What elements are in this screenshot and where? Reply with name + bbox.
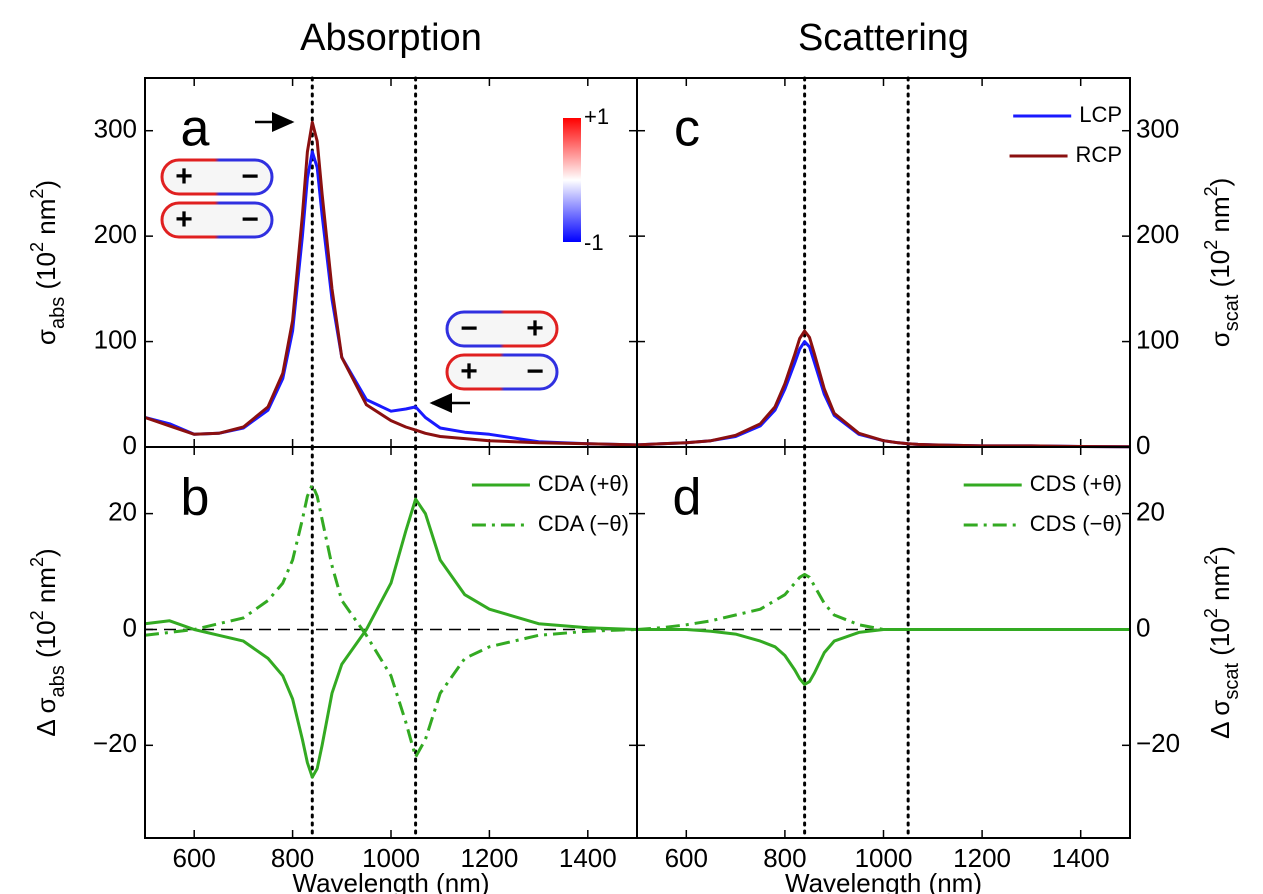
inset-sign: − (241, 203, 259, 236)
y-axis-label-part: (10 (31, 252, 61, 297)
data-line (144, 497, 638, 779)
y-axis-label-part: ) (1205, 178, 1235, 187)
x-tick-label: 1400 (559, 843, 617, 873)
legend-label: LCP (1079, 102, 1122, 127)
x-tick-label: 800 (271, 843, 314, 873)
inset-rod (160, 158, 274, 196)
x-tick-label: 1000 (362, 843, 420, 873)
x-tick-label: 1200 (460, 843, 518, 873)
y-tick-label: 200 (94, 219, 137, 249)
inset-sign: + (460, 355, 478, 388)
x-axis-label: Wavelength (nm) (293, 868, 490, 894)
y-tick-label: 0 (1136, 612, 1150, 642)
y-axis-label-part: 2 (1201, 608, 1221, 618)
panel-title: Absorption (300, 17, 482, 59)
panel-label: a (181, 100, 210, 158)
y-tick-label: 0 (123, 430, 137, 460)
legend-label: CDS (−θ) (1030, 511, 1122, 536)
x-tick-label: 1200 (953, 843, 1011, 873)
panel-label: c (674, 100, 700, 158)
plot-frame (144, 446, 638, 839)
y-axis-label-part: abs (47, 297, 69, 329)
inset-sign: + (175, 203, 193, 236)
y-axis-label: Δ σabs (102 nm2) (27, 548, 70, 736)
x-axis-label: Wavelength (nm) (785, 868, 982, 894)
colorbar-label: +1 (584, 104, 609, 129)
x-tick-label: 600 (665, 843, 708, 873)
data-line (636, 340, 1131, 449)
y-axis-label-part: ) (31, 180, 61, 189)
inset-rod (445, 310, 559, 348)
legend-label: CDA (−θ) (538, 511, 629, 536)
y-axis-label-part: scat (1221, 294, 1243, 331)
y-axis-label-part: 2 (1201, 240, 1221, 250)
data-line (637, 628, 1130, 686)
y-axis-label-part: nm (1205, 565, 1235, 608)
y-axis-label-part: σ (31, 329, 61, 345)
data-line (636, 572, 1130, 631)
y-axis-label-part: (10 (31, 620, 61, 665)
y-tick-label: 0 (1136, 430, 1150, 460)
panel-label: b (181, 469, 210, 527)
data-line (636, 329, 1131, 449)
y-tick-label: −20 (1136, 728, 1180, 758)
y-axis-label-part: nm (31, 199, 61, 242)
colorbar-label: -1 (584, 230, 604, 255)
y-tick-label: 20 (108, 496, 137, 526)
colorbar (563, 118, 581, 242)
legend-label: RCP (1076, 142, 1122, 167)
x-tick-label: 1400 (1052, 843, 1110, 873)
legend-label: CDS (+θ) (1030, 471, 1122, 496)
inset-rod (160, 201, 274, 239)
y-axis-label-part: nm (31, 567, 61, 610)
x-tick-label: 1000 (855, 843, 913, 873)
y-axis-label: σabs (102 nm2) (27, 180, 70, 345)
data-line (144, 120, 638, 447)
y-tick-label: 20 (1136, 496, 1165, 526)
y-axis-label-part: 2 (27, 242, 47, 252)
y-tick-label: 300 (94, 114, 137, 144)
y-axis-label-part: 2 (27, 557, 47, 567)
y-axis-label-part: 2 (1201, 186, 1221, 196)
y-tick-label: 100 (1136, 324, 1179, 354)
y-tick-label: 300 (1136, 114, 1179, 144)
inset-sign: − (460, 312, 478, 345)
y-axis-label-part: 2 (1201, 555, 1221, 565)
inset-sign: − (241, 160, 259, 193)
y-axis-label-part: ) (31, 548, 61, 557)
inset-sign: − (526, 355, 544, 388)
y-axis-label-part: Δ σ (1205, 700, 1235, 739)
y-axis-label-part: nm (1205, 196, 1235, 239)
legend-label: CDA (+θ) (538, 471, 629, 496)
x-tick-label: 600 (173, 843, 216, 873)
plot-frame (636, 446, 1131, 839)
y-axis-label-part: Δ σ (31, 697, 61, 736)
y-axis-label-part: scat (1221, 663, 1243, 700)
y-axis-label-part: (10 (1205, 618, 1235, 663)
y-axis-label-part: ) (1205, 546, 1235, 555)
inset-sign: + (526, 312, 544, 345)
y-tick-label: 100 (94, 324, 137, 354)
y-tick-label: 200 (1136, 219, 1179, 249)
inset-rod (445, 353, 559, 391)
y-axis-label: σscat (102 nm2) (1201, 178, 1244, 348)
y-axis-label-part: abs (47, 665, 69, 697)
plot-frame (636, 77, 1131, 448)
y-tick-label: −20 (93, 728, 137, 758)
y-axis-label: Δ σscat (102 nm2) (1201, 546, 1244, 739)
panel-title: Scattering (798, 17, 969, 59)
y-axis-label-part: σ (1205, 331, 1235, 347)
y-axis-label-part: 2 (27, 610, 47, 620)
x-tick-label: 800 (763, 843, 806, 873)
y-tick-label: 0 (123, 612, 137, 642)
y-axis-label-part: (10 (1205, 250, 1235, 295)
inset-sign: + (175, 160, 193, 193)
panel-label: d (673, 469, 702, 527)
y-axis-label-part: 2 (27, 189, 47, 199)
